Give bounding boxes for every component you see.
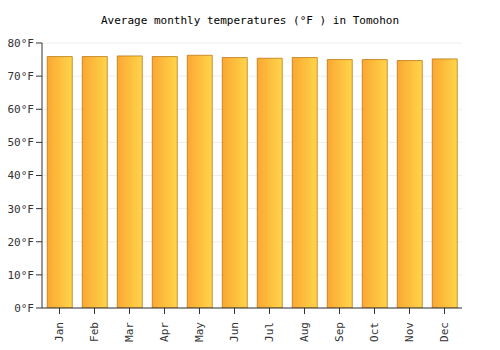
svg-text:0°F: 0°F [14,302,34,315]
svg-text:30°F: 30°F [8,203,34,216]
svg-text:40°F: 40°F [8,169,34,182]
svg-text:Jul: Jul [263,322,276,342]
svg-text:Feb: Feb [88,322,101,342]
svg-text:Jan: Jan [53,322,66,342]
svg-text:Oct: Oct [368,322,381,342]
svg-text:May: May [193,322,206,342]
svg-text:Sep: Sep [333,322,346,342]
svg-text:70°F: 70°F [8,70,34,83]
svg-text:Nov: Nov [403,322,416,342]
svg-text:Dec: Dec [438,322,451,342]
html-text:Average monthly temperatures (: Average monthly temperatures (°F ) in To… [101,14,399,27]
svg-text:50°F: 50°F [8,136,34,149]
svg-text:Mar: Mar [123,322,136,342]
svg-text:10°F: 10°F [8,269,34,282]
svg-text:Jun: Jun [228,322,241,342]
svg-text:60°F: 60°F [8,103,34,116]
svg-text:Apr: Apr [158,322,171,342]
svg-text:Aug: Aug [298,322,311,342]
svg-text:20°F: 20°F [8,236,34,249]
svg-text:80°F: 80°F [8,37,34,50]
